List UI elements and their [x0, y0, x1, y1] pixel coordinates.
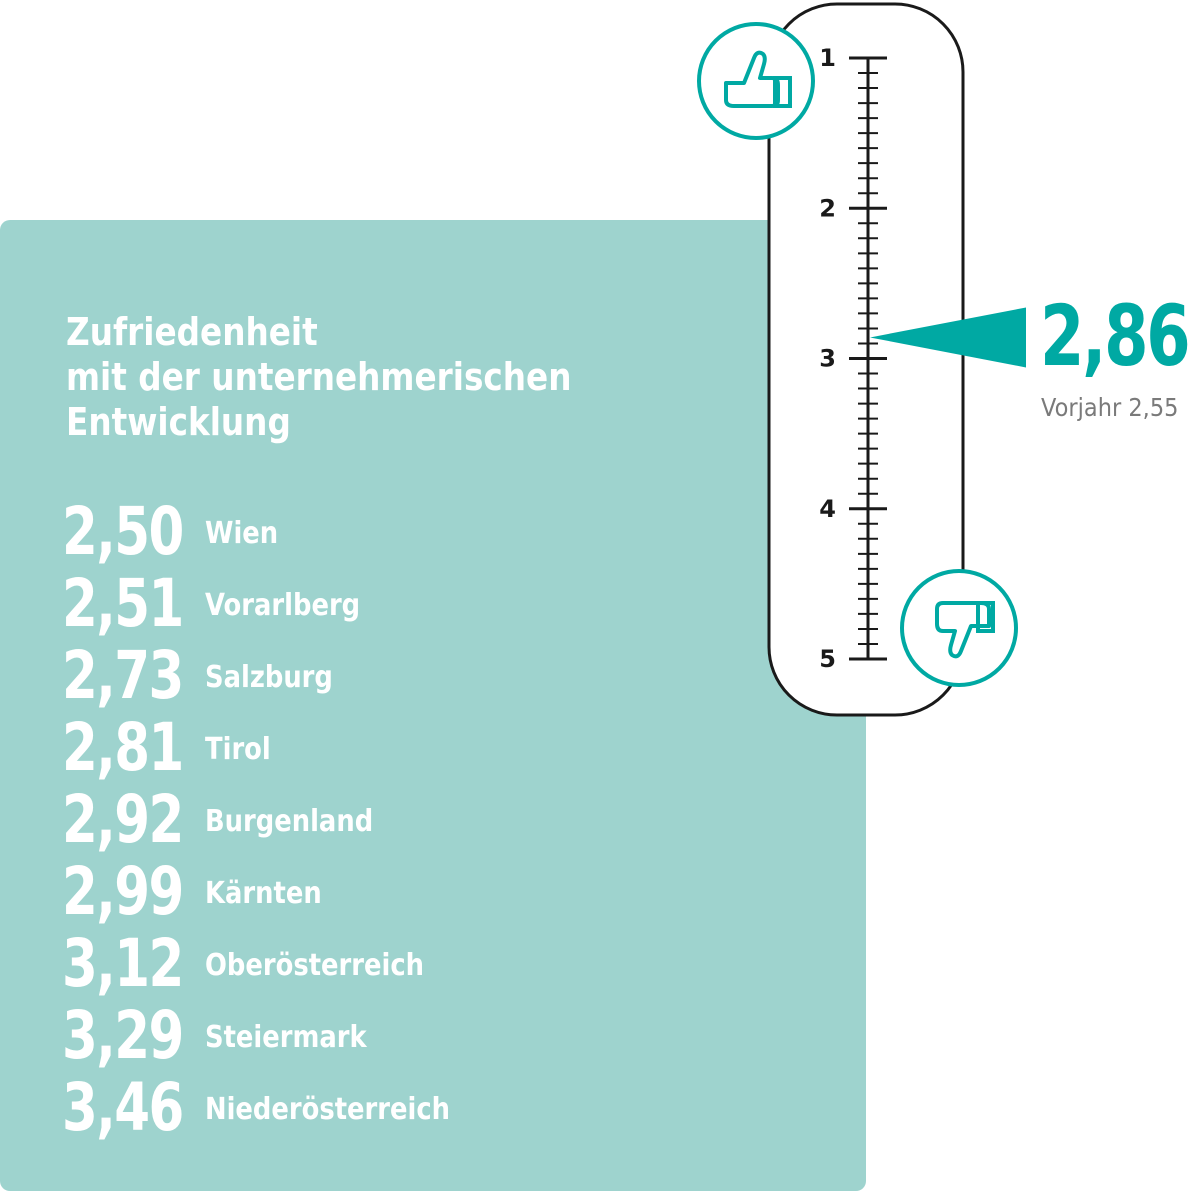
region-name: Steiermark — [205, 1020, 367, 1055]
region-value: 2,81 — [62, 709, 184, 786]
region-value: 3,29 — [62, 997, 184, 1074]
region-name: Burgenland — [205, 804, 374, 839]
title-line: Zufriedenheit — [66, 310, 318, 354]
tick-label: 3 — [819, 345, 836, 373]
current-value: 2,86 — [1040, 287, 1191, 385]
value-pointer — [870, 307, 1026, 368]
region-value: 3,12 — [62, 925, 184, 1002]
region-value: 3,46 — [62, 1069, 184, 1146]
region-value: 2,99 — [62, 853, 184, 930]
scale-ticks — [849, 56, 887, 661]
region-name: Vorarlberg — [205, 588, 361, 623]
region-value: 2,50 — [62, 493, 184, 570]
region-value: 2,51 — [62, 565, 184, 642]
region-name: Wien — [205, 516, 279, 551]
region-name: Niederösterreich — [205, 1092, 450, 1127]
scale-tick-labels: 1 2 3 4 5 — [819, 44, 836, 673]
region-name: Oberösterreich — [205, 948, 424, 983]
region-name: Tirol — [205, 732, 271, 767]
thumbs-up-icon — [697, 22, 815, 140]
title-line: mit der unternehmerischen — [66, 355, 572, 399]
chart-title: Zufriedenheit mit der unternehmerischen … — [66, 310, 668, 445]
region-name: Kärnten — [205, 876, 322, 911]
thumbs-down-icon — [900, 569, 1018, 687]
previous-year-value: Vorjahr 2,55 — [1041, 393, 1179, 422]
tick-label: 4 — [819, 495, 836, 523]
tick-label: 1 — [819, 44, 836, 72]
tick-label: 2 — [819, 194, 836, 222]
tick-label: 5 — [819, 645, 836, 673]
title-line: Entwicklung — [66, 400, 291, 444]
info-panel — [0, 220, 866, 1191]
region-value: 2,92 — [62, 781, 184, 858]
region-name: Salzburg — [205, 660, 333, 695]
region-value: 2,73 — [62, 637, 184, 714]
